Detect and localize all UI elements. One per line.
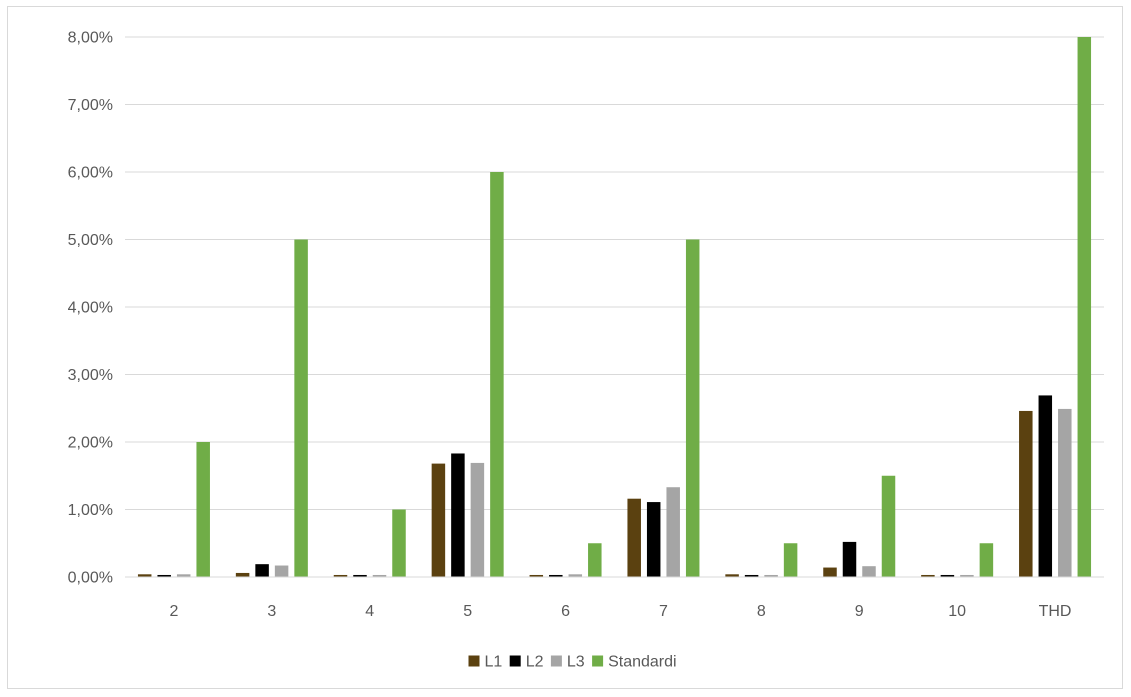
bar-l3-6 <box>568 574 583 577</box>
bar-standardi-thd <box>1077 37 1092 577</box>
legend: L1 L2 L3 Standardi <box>468 654 677 671</box>
legend-label: L1 <box>485 654 503 671</box>
bar-l3-4 <box>372 574 387 577</box>
legend-swatch <box>550 655 562 667</box>
y-tick-label: 5,00% <box>68 232 113 249</box>
bar-standardi-9 <box>881 475 896 577</box>
bar-l2-3 <box>255 564 269 577</box>
legend-item-l2: L2 <box>509 654 544 671</box>
bar-l2-8 <box>744 574 759 577</box>
bar-l1-3 <box>235 572 250 577</box>
bar-l3-10 <box>960 574 974 577</box>
bar-l1-9 <box>823 567 837 577</box>
bar-l3-9 <box>862 566 876 577</box>
legend-label: L3 <box>567 654 585 671</box>
bar-standardi-8 <box>783 543 798 577</box>
bar-l1-thd <box>1019 410 1033 577</box>
x-tick-label: 10 <box>948 603 966 620</box>
y-tick-label: 0,00% <box>68 570 113 587</box>
bar-l2-2 <box>157 574 171 577</box>
bar-l3-8 <box>764 574 778 577</box>
bar-l3-2 <box>176 574 191 577</box>
bar-l2-4 <box>353 574 367 577</box>
legend-swatch <box>468 655 480 667</box>
y-tick-label: 7,00% <box>68 97 113 114</box>
chart-frame <box>7 6 1123 689</box>
bar-l1-4 <box>333 574 348 577</box>
bar-l3-5 <box>470 462 485 577</box>
bar-l1-7 <box>627 498 641 577</box>
bar-l2-7 <box>646 502 661 577</box>
bar-l2-5 <box>451 453 465 577</box>
bar-l2-thd <box>1038 395 1053 577</box>
bar-standardi-2 <box>196 442 210 577</box>
bar-l3-3 <box>274 565 289 577</box>
bar-standardi-6 <box>588 543 602 577</box>
bar-l3-thd <box>1058 408 1072 577</box>
bar-l1-8 <box>725 574 739 577</box>
bar-standardi-3 <box>294 239 308 577</box>
legend-label: L2 <box>526 654 544 671</box>
bar-l2-6 <box>549 574 563 577</box>
legend-item-l3: L3 <box>550 654 585 671</box>
x-tick-label: 5 <box>463 603 472 620</box>
bars <box>137 37 1092 577</box>
bar-standardi-7 <box>685 239 700 577</box>
y-tick-label: 2,00% <box>68 435 113 452</box>
x-tick-label: 4 <box>365 603 374 620</box>
bar-standardi-10 <box>979 543 994 577</box>
bar-standardi-4 <box>392 509 406 577</box>
x-tick-label: 2 <box>169 603 178 620</box>
gridlines <box>125 36 1104 510</box>
y-tick-label: 1,00% <box>68 502 113 519</box>
x-tick-label: 6 <box>561 603 570 620</box>
x-axis-ticks: 2 3 4 5 6 7 8 9 10 THD <box>169 603 1071 620</box>
y-axis-ticks: 0,00% 1,00% 2,00% 3,00% 4,00% 5,00% 6,00% 7,00%… <box>68 30 113 587</box>
x-tick-label: 3 <box>267 603 276 620</box>
bar-standardi-5 <box>490 172 504 577</box>
legend-item-standardi: Standardi <box>592 654 677 671</box>
x-tick-label: THD <box>1039 603 1072 620</box>
bar-l1-10 <box>921 574 935 577</box>
bar-l1-5 <box>431 463 446 577</box>
legend-label: Standardi <box>608 654 677 671</box>
bar-l1-6 <box>529 574 544 577</box>
bar-l2-10 <box>940 574 955 577</box>
bar-l1-2 <box>137 574 152 577</box>
y-tick-label: 4,00% <box>68 300 113 317</box>
y-tick-label: 3,00% <box>68 367 113 384</box>
bar-l3-7 <box>666 487 680 577</box>
legend-swatch <box>592 655 604 667</box>
x-tick-label: 7 <box>659 603 668 620</box>
bar-l2-9 <box>842 541 857 577</box>
x-tick-label: 9 <box>855 603 864 620</box>
y-tick-label: 8,00% <box>68 30 113 47</box>
y-tick-label: 6,00% <box>68 165 113 182</box>
legend-swatch <box>509 655 521 667</box>
legend-item-l1: L1 <box>468 654 503 671</box>
x-tick-label: 8 <box>757 603 766 620</box>
